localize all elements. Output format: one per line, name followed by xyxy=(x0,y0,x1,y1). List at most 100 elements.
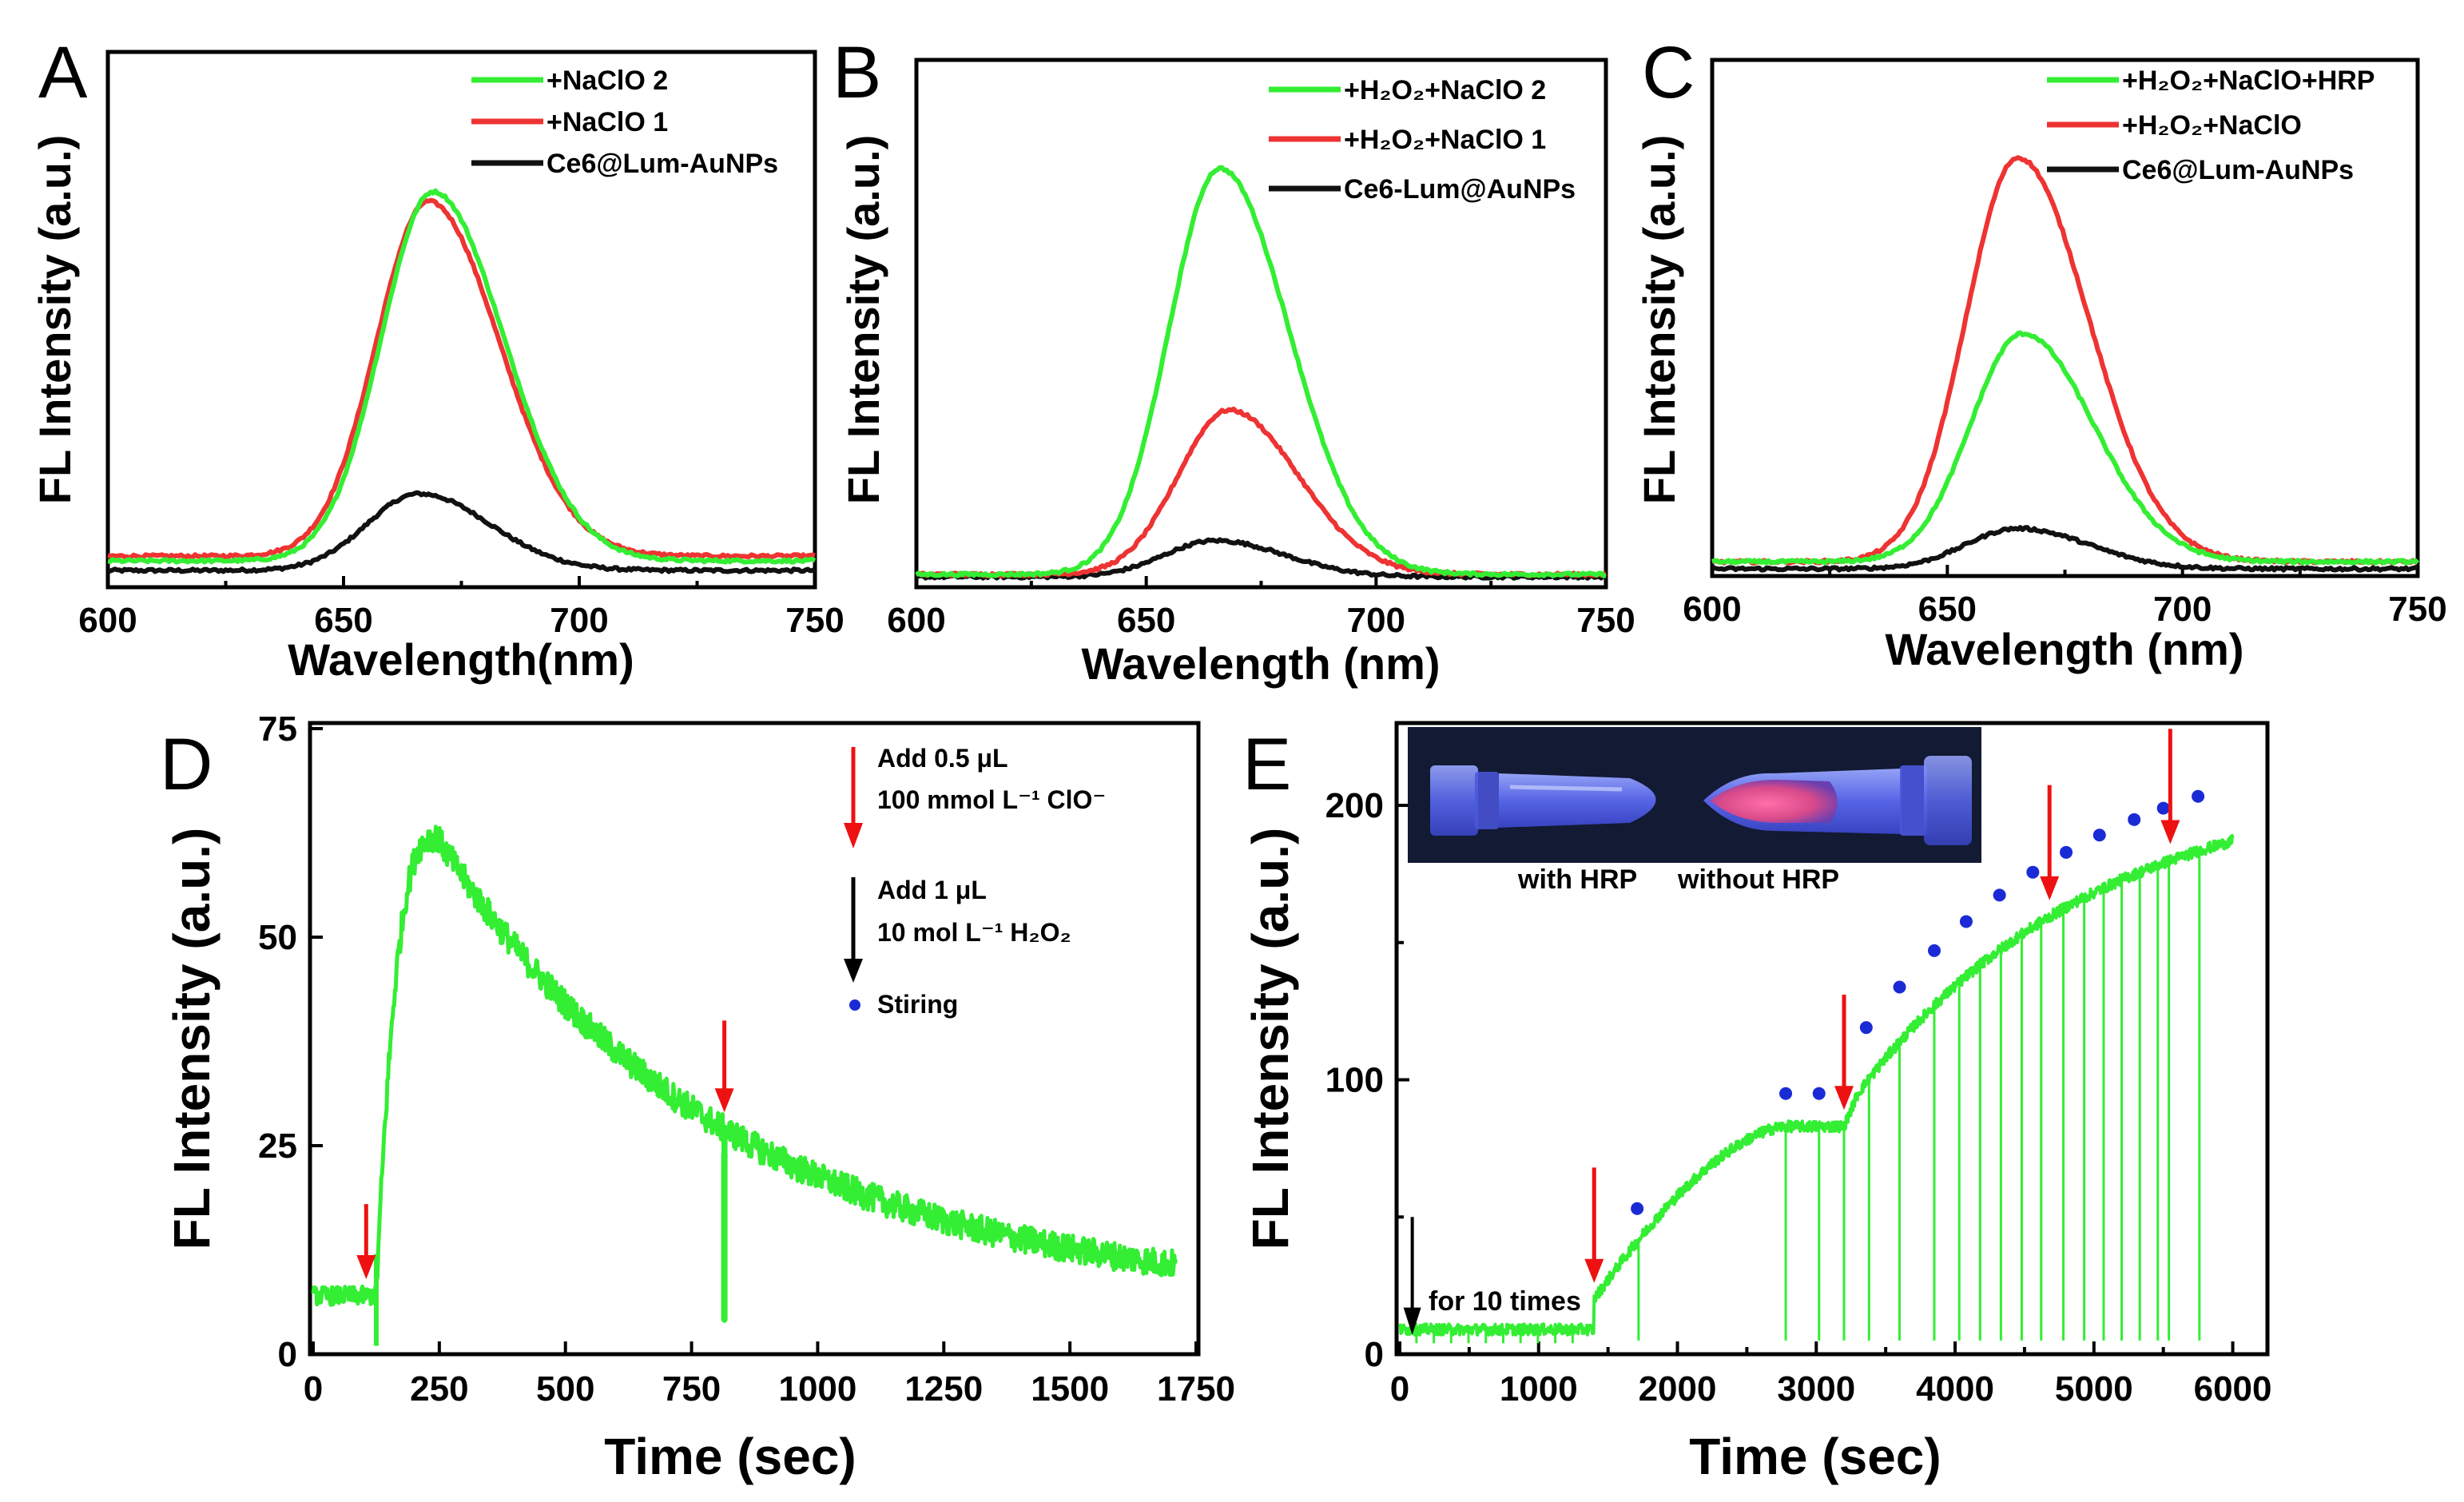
legend-label-2: Ce6@Lum-AuNPs xyxy=(2122,155,2354,185)
x-tick-label-1750: 1750 xyxy=(1157,1369,1235,1409)
x-tick-label-750: 750 xyxy=(1576,601,1635,640)
panel-d-legend: Add 0.5 μL 100 mmol L⁻¹ ClO⁻ Add 1 μL 10… xyxy=(844,744,1106,1019)
y-tick-label-50: 50 xyxy=(258,918,297,957)
clo-arrow-head-1 xyxy=(1834,1086,1854,1111)
x-tick-label-650: 650 xyxy=(314,601,372,640)
panel-d-ticks: 0 250 500 750 1000 1250 1500 1750 0 25 50 75 xyxy=(258,709,1235,1409)
stirring-dot-9 xyxy=(2060,845,2073,859)
legend-label-1: +NaClO 1 xyxy=(546,107,668,137)
legend-black-arrow-head xyxy=(844,959,863,983)
panel-c: C 600 650 700 750 Wavelength (nm) FL Intens… xyxy=(1634,32,2447,674)
series-line-2 xyxy=(1711,525,2418,573)
panel-e-label: E xyxy=(1242,724,1291,805)
stirring-dot-11 xyxy=(2128,813,2141,826)
tube-with-hrp-image xyxy=(1430,765,1656,836)
y-tick-label-0: 0 xyxy=(278,1335,297,1374)
panel-c-plot-frame xyxy=(1710,58,2420,578)
legend-label-0: +H₂O₂+NaClO 2 xyxy=(1344,75,1546,105)
x-tick-label-1000: 1000 xyxy=(1500,1369,1578,1409)
clo-arrow-head-0 xyxy=(1584,1258,1604,1283)
panel-e-annotation: for 10 times xyxy=(1429,1286,1581,1317)
stirring-dot-3 xyxy=(1859,1021,1873,1035)
series-line-1 xyxy=(1711,155,2419,566)
photo-caption-without-hrp: without HRP xyxy=(1677,864,1839,895)
panel-a-xlabel: Wavelength(nm) xyxy=(288,634,634,685)
clo-arrow-head-0 xyxy=(356,1255,376,1280)
legend-red-arrow-head xyxy=(844,823,863,848)
x-tick-label-750: 750 xyxy=(662,1369,721,1409)
series-line-0 xyxy=(1711,330,2420,566)
y-tick-label-200: 200 xyxy=(1325,786,1384,825)
x-tick-label-600: 600 xyxy=(1683,590,1741,629)
x-tick-label-0: 0 xyxy=(304,1369,323,1409)
x-tick-label-3000: 3000 xyxy=(1777,1369,1855,1409)
panel-d: D 0 250 500 750 1000 1250 1500 1750 0 25 50 75 Time… xyxy=(160,709,1235,1485)
panel-e-trace xyxy=(1398,834,2235,1344)
series-line-1 xyxy=(107,197,816,560)
panel-b-curves xyxy=(915,165,1608,581)
panel-a-x-ticks: 600 650 700 750 xyxy=(78,576,845,640)
y-tick-label-75: 75 xyxy=(258,709,297,749)
x-tick-label-4000: 4000 xyxy=(1916,1369,1994,1409)
panel-c-legend: +H₂O₂+NaClO+HRP +H₂O₂+NaClO Ce6@Lum-AuNPs xyxy=(2047,66,2375,185)
stirring-dot-12 xyxy=(2156,801,2170,815)
stirring-dot-4 xyxy=(1893,980,1906,994)
legend-h2o2-line1: Add 1 μL xyxy=(877,876,987,904)
clo-arrow-head-2 xyxy=(2040,876,2060,900)
x-tick-label-700: 700 xyxy=(2153,590,2212,629)
stirring-dot-1 xyxy=(1779,1087,1793,1100)
x-tick-label-6000: 6000 xyxy=(2194,1369,2272,1409)
panel-a-label: A xyxy=(38,32,88,113)
panel-d-label: D xyxy=(160,724,213,805)
panel-c-curves xyxy=(1711,155,2420,573)
panel-b: B 600 650 700 750 Wavelength (nm) FL Intens… xyxy=(833,32,1635,689)
stirring-dot-7 xyxy=(1993,888,2006,902)
stirring-dot-8 xyxy=(2026,865,2040,879)
tube-without-hrp-image xyxy=(1703,756,1972,845)
stirring-dot-5 xyxy=(1927,944,1941,957)
clo-arrow-head-1 xyxy=(714,1088,734,1113)
x-tick-label-700: 700 xyxy=(550,601,608,640)
stirring-dot-0 xyxy=(1631,1202,1644,1215)
fl-trace xyxy=(311,825,1178,1323)
legend-label-2: Ce6-Lum@AuNPs xyxy=(1344,174,1576,205)
legend-label-0: +NaClO 2 xyxy=(546,66,668,96)
panel-a-ylabel: FL Intensity (a.u.) xyxy=(30,135,80,505)
series-line-2 xyxy=(106,490,817,574)
panel-d-xlabel: Time (sec) xyxy=(604,1428,856,1485)
x-tick-label-0: 0 xyxy=(1390,1369,1409,1409)
stirring-dot-10 xyxy=(2092,828,2106,842)
x-tick-label-600: 600 xyxy=(887,601,945,640)
x-tick-label-2000: 2000 xyxy=(1639,1369,1717,1409)
panel-e-plot-frame xyxy=(1394,721,2270,1357)
panel-e-event-arrows xyxy=(1403,729,2180,1335)
x-tick-label-750: 750 xyxy=(2388,590,2446,629)
panel-e: E 0 1000 2000 3000 4000 5000 6000 0 100 200 for 1… xyxy=(1242,721,2272,1485)
y-tick-label-25: 25 xyxy=(258,1126,297,1166)
panel-b-label: B xyxy=(833,32,881,113)
panel-e-xlabel: Time (sec) xyxy=(1689,1428,1941,1485)
panel-d-ylabel: FL Intensity (a.u.) xyxy=(163,828,221,1250)
panel-c-ylabel: FL Intensity (a.u.) xyxy=(1634,135,1684,505)
panel-b-legend: +H₂O₂+NaClO 2 +H₂O₂+NaClO 1 Ce6-Lum@AuNPs xyxy=(1269,75,1576,205)
panel-e-inset-photo: with HRP without HRP xyxy=(1408,727,1981,895)
x-tick-label-650: 650 xyxy=(1117,601,1175,640)
stirring-dot-6 xyxy=(1959,915,1973,928)
panel-a: A 600 650 700 750 Wavelength(nm) FL Intensi… xyxy=(30,32,845,685)
panel-d-event-arrows xyxy=(356,1020,734,1280)
panel-c-xlabel: Wavelength (nm) xyxy=(1885,624,2243,674)
panel-a-curves xyxy=(106,188,817,574)
panel-b-xlabel: Wavelength (nm) xyxy=(1081,638,1440,689)
panel-b-x-ticks: 600 650 700 750 xyxy=(887,576,1635,640)
panel-d-trace xyxy=(311,825,1178,1346)
panel-e-stirring-dots xyxy=(1631,789,2205,1215)
stirring-dot-2 xyxy=(1812,1087,1826,1100)
legend-stiring: Stiring xyxy=(877,990,958,1019)
panel-a-legend: +NaClO 2 +NaClO 1 Ce6@Lum-AuNPs xyxy=(471,66,778,179)
photo-caption-with-hrp: with HRP xyxy=(1517,864,1637,895)
legend-clo-line2: 100 mmol L⁻¹ ClO⁻ xyxy=(877,785,1106,814)
legend-label-0: +H₂O₂+NaClO+HRP xyxy=(2122,66,2375,96)
x-tick-label-650: 650 xyxy=(1918,590,1977,629)
panel-b-ylabel: FL Intensity (a.u.) xyxy=(838,135,888,505)
